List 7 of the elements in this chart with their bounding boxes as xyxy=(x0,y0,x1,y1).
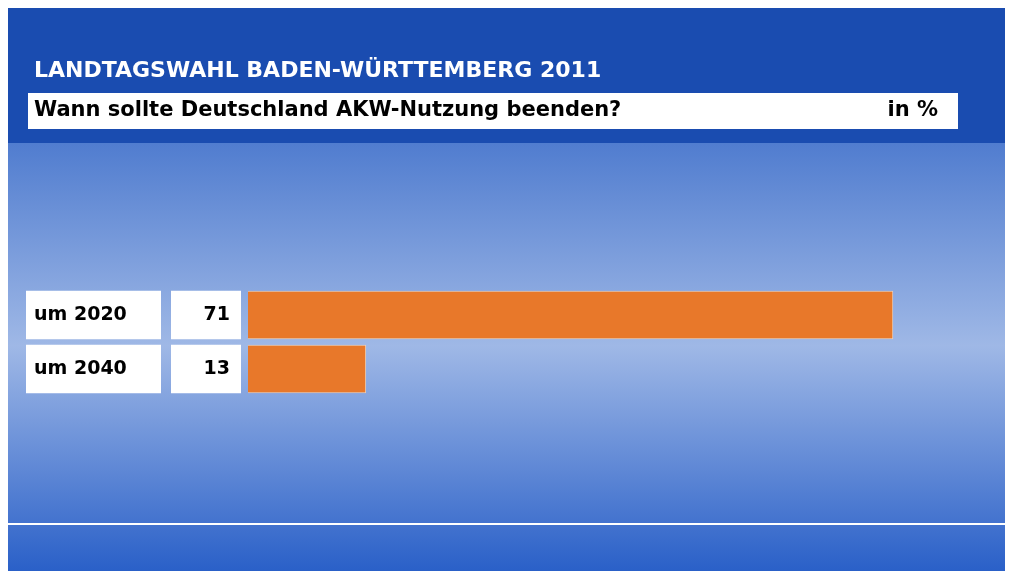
chart-title: LANDTAGSWAHL BADEN-WÜRTTEMBERG 2011 xyxy=(34,56,602,82)
text: in % xyxy=(887,97,938,122)
data-label: 71 xyxy=(203,301,230,324)
y-tick-label: um 2040 xyxy=(34,355,127,378)
data-label: 13 xyxy=(203,355,230,378)
chart-subtitle: Wann sollte Deutschland AKW-Nutzung beenden? xyxy=(34,97,622,122)
y-tick-label: um 2020 xyxy=(34,301,127,324)
